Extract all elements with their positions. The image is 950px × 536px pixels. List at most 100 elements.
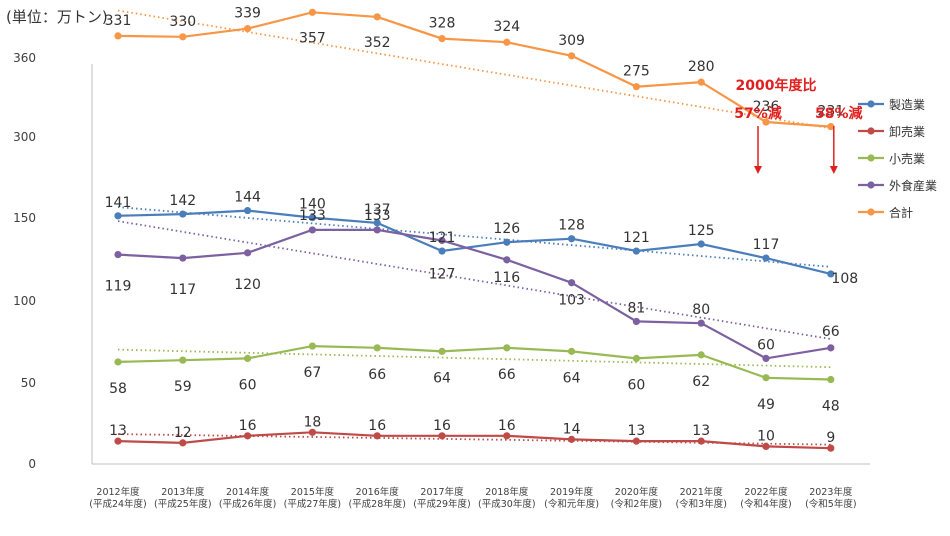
data-point [697, 437, 705, 445]
data-point [762, 118, 770, 126]
data-point [827, 344, 835, 352]
legend-label: 外食産業 [889, 178, 937, 193]
data-label: 331 [105, 13, 132, 29]
data-label: 64 [563, 370, 581, 386]
trend-line [117, 9, 831, 130]
annotation-label: 57%減 [734, 105, 782, 122]
y-tick-label: 300 [13, 130, 36, 144]
data-point [179, 439, 187, 447]
data-point [632, 317, 641, 326]
data-point [373, 226, 381, 234]
data-point [827, 270, 835, 278]
data-point [632, 354, 641, 362]
data-label: 59 [174, 379, 192, 395]
unit-label: (単位：万トン) [6, 8, 108, 26]
data-point [179, 33, 187, 41]
x-tick-label: 2015年度 [291, 486, 335, 498]
data-label: 13 [692, 423, 710, 439]
trend-line [117, 206, 831, 268]
data-point [114, 212, 122, 220]
data-point [308, 8, 316, 16]
x-tick-label-sub: (平成30年度) [478, 498, 536, 510]
data-label: 108 [831, 271, 858, 287]
data-label: 16 [498, 418, 516, 434]
series-line [117, 11, 831, 128]
data-label: 141 [105, 195, 132, 211]
data-point [762, 442, 770, 450]
data-point [568, 435, 576, 443]
data-label: 236 [753, 99, 780, 115]
x-tick-label-sub: (平成28年度) [348, 498, 406, 510]
data-point [503, 38, 511, 46]
x-tick-label-sub: (平成26年度) [219, 498, 277, 510]
data-point [503, 432, 511, 440]
data-label: 324 [493, 19, 520, 35]
x-tick-label-sub: (令和4年度) [740, 498, 791, 510]
trend-line [117, 220, 831, 340]
data-point [373, 344, 381, 352]
data-point [179, 210, 187, 218]
x-tick-label: 2023年度 [809, 486, 853, 498]
data-point [697, 319, 705, 327]
x-tick-label: 2016年度 [356, 486, 400, 498]
legend-label: 卸売業 [889, 124, 925, 139]
y-tick-label: 0 [28, 457, 36, 471]
y-tick-label: 150 [13, 211, 36, 225]
legend-marker [867, 154, 875, 162]
data-point [179, 356, 187, 364]
data-point [697, 78, 705, 86]
data-point [373, 219, 381, 227]
data-label: 16 [239, 418, 257, 434]
y-tick-label: 360 [13, 51, 36, 65]
data-label: 80 [692, 302, 710, 318]
x-tick-label-sub: (令和3年度) [675, 498, 726, 510]
data-point [244, 354, 252, 362]
data-point [179, 254, 187, 262]
data-label: 103 [558, 293, 585, 309]
x-tick-label: 2014年度 [226, 486, 270, 498]
legend-label: 製造業 [889, 98, 925, 112]
x-tick-label-sub: (平成24年度) [89, 498, 147, 510]
data-point [438, 35, 446, 43]
data-label: 66 [368, 367, 386, 383]
data-point [503, 256, 511, 264]
legend-marker [867, 127, 875, 135]
data-label: 64 [433, 370, 451, 386]
data-point [244, 206, 252, 215]
data-label: 67 [303, 365, 321, 381]
x-tick-label: 2022年度 [744, 486, 788, 498]
data-point [827, 375, 835, 384]
data-point [632, 247, 641, 255]
data-label: 339 [234, 6, 261, 22]
data-point [503, 238, 511, 246]
x-tick-label: 2020年度 [615, 486, 659, 498]
x-tick-label-sub: (平成25年度) [154, 498, 212, 510]
data-label: 60 [239, 377, 257, 393]
data-label: 128 [558, 218, 585, 234]
data-point [503, 344, 511, 352]
data-label: 49 [757, 397, 775, 413]
data-point [762, 254, 770, 262]
data-point [308, 428, 316, 436]
data-point [568, 235, 576, 243]
data-label: 48 [822, 399, 840, 415]
data-label: 13 [109, 423, 127, 439]
annotation-arrow-head [829, 166, 838, 174]
data-point [308, 226, 316, 234]
data-label: 126 [493, 221, 520, 237]
data-label: 81 [627, 300, 645, 316]
data-point [438, 432, 446, 440]
data-label: 231 [817, 104, 844, 120]
data-label: 60 [627, 377, 645, 393]
x-tick-label: 2017年度 [420, 486, 464, 498]
series-line [117, 209, 832, 275]
data-label: 121 [429, 230, 456, 246]
data-label: 133 [364, 208, 391, 224]
annotation-title: 2000年度比 [736, 77, 817, 94]
x-tick-label: 2021年度 [680, 486, 724, 498]
data-label: 117 [169, 282, 196, 298]
data-point [762, 354, 770, 362]
data-point [244, 25, 252, 33]
data-point [762, 374, 770, 382]
